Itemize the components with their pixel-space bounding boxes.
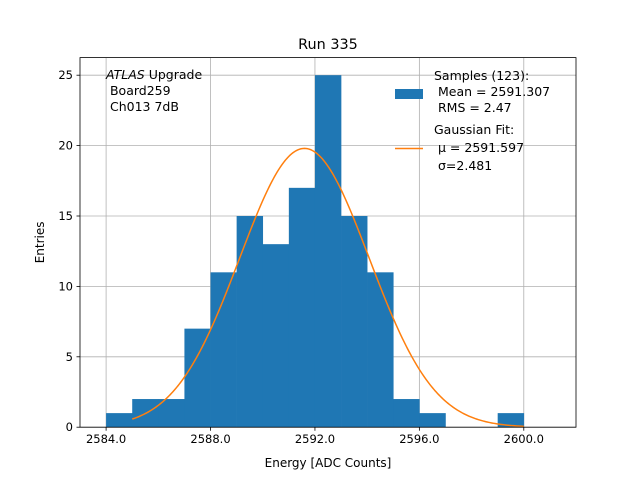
legend-mean-line: Mean = 2591.307 [434,84,550,99]
histogram-bar-2587 [184,328,211,428]
histogram-bar-2588 [210,272,237,428]
y-axis-ticks: 0 5 10 15 20 25 [58,68,80,434]
annotation-atlas-word: ATLAS [105,67,145,82]
gaussian-fit-curve [131,147,524,428]
y-tick-label: 0 [66,420,73,434]
histogram-bar-2596 [419,413,446,428]
annotation-line-2: Board259 [106,83,171,98]
histogram-bar-2591 [288,187,316,428]
y-tick-label: 20 [58,139,73,153]
legend-fit-mu: μ = 2591.597 [438,140,524,155]
histogram-bar-2592 [314,75,342,428]
histogram-bar-2594 [367,272,394,428]
x-tick-label: 2592.0 [295,432,335,446]
plot-frame [79,57,577,428]
histogram-bar-2593 [341,216,368,428]
chart-title: Run 335 [298,37,358,53]
histogram-bar-2595 [393,399,420,428]
x-axis-ticks: 2584.0 2588.0 2592.0 2596.0 2600.0 [86,427,544,446]
atlas-annotation: ATLAS Upgrade Board259 Ch013 7dB [105,67,202,114]
histogram-bar-2589 [236,216,264,428]
legend-histogram-swatch [395,89,423,99]
annotation-upgrade-word: Upgrade [145,67,203,82]
legend-fit-title: Gaussian Fit: [434,122,514,137]
annotation-line-1: ATLAS Upgrade [105,67,202,82]
histogram-bar-2586 [158,399,185,428]
x-tick-label: 2584.0 [86,432,126,446]
annotation-line-3: Ch013 7dB [106,99,179,114]
y-tick-label: 5 [66,350,73,364]
x-tick-label: 2600.0 [504,432,544,446]
y-tick-label: 10 [58,279,73,293]
y-tick-label: 25 [58,68,73,82]
x-tick-label: 2588.0 [190,432,230,446]
legend-fit-sigma: σ=2.481 [438,158,492,173]
histogram-bar-2599 [497,413,525,428]
y-axis-label: Entries [33,222,47,264]
x-axis-label: Energy [ADC Counts] [265,456,392,470]
legend: Samples (123): Mean = 2591.307 RMS = 2.4… [395,68,550,173]
histogram-bar-2584 [106,413,133,428]
legend-rms-line: RMS = 2.47 [434,100,512,115]
histogram-bar-2590 [262,244,290,428]
y-tick-label: 15 [58,209,73,223]
x-tick-label: 2596.0 [399,432,439,446]
legend-samples-line: Samples (123): [434,68,529,83]
